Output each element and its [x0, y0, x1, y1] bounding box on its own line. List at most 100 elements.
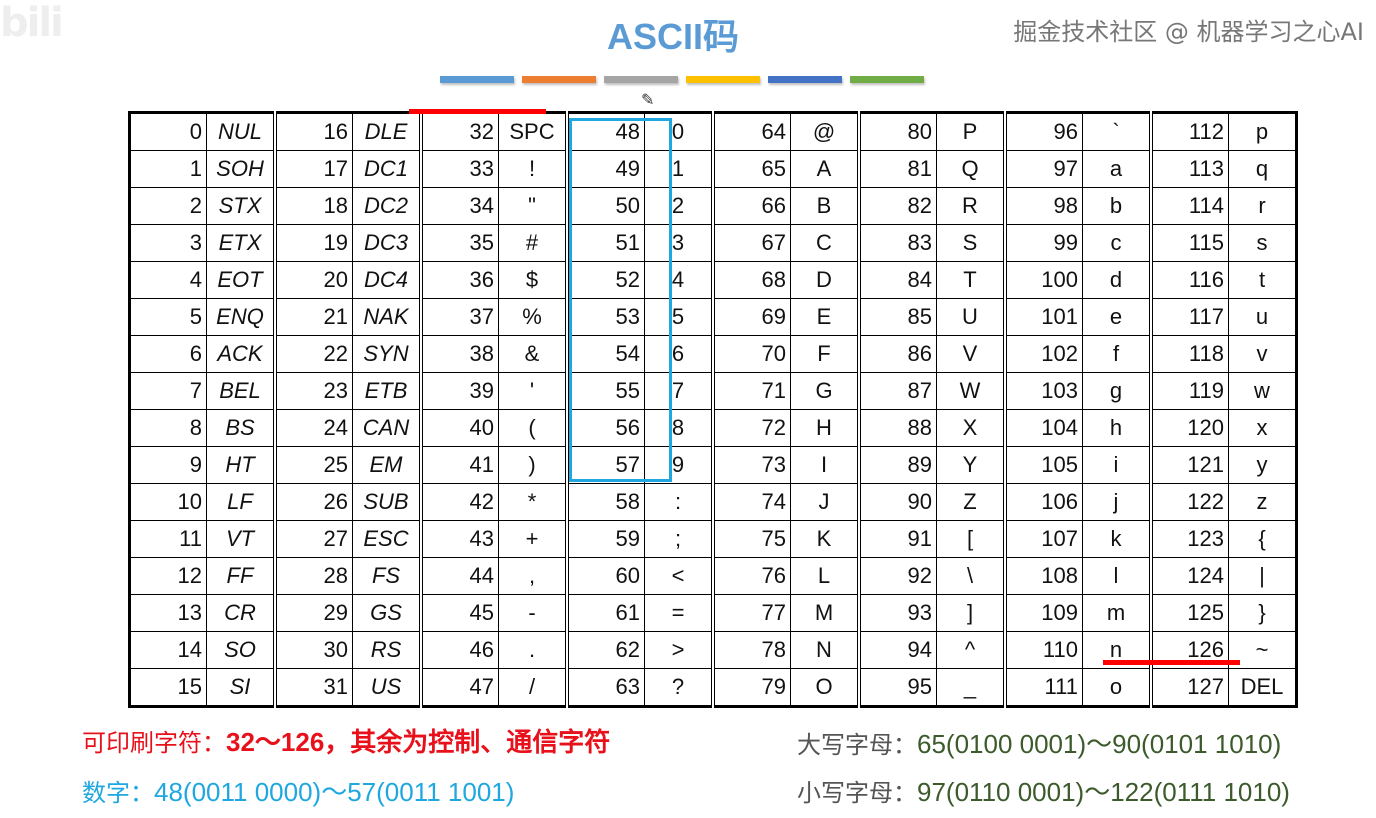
code-cell: 59	[565, 520, 645, 558]
char-cell: 8	[644, 409, 714, 447]
code-cell: 103	[1003, 372, 1083, 410]
char-cell: \	[936, 557, 1006, 595]
char-cell: J	[790, 483, 860, 521]
code-cell: 39	[419, 372, 499, 410]
char-cell: ^	[936, 631, 1006, 669]
lowercase-note: 小写字母：97(0110 0001)～122(0111 1010)	[797, 772, 1290, 809]
color-bar	[522, 76, 596, 83]
char-cell: C	[790, 224, 860, 262]
printable-start-highlight	[409, 109, 546, 114]
char-cell: p	[1228, 112, 1297, 151]
char-cell: s	[1228, 224, 1297, 262]
digits-value: 48(0011 0000)～57(0011 1001)	[154, 777, 515, 807]
code-cell: 105	[1003, 446, 1083, 484]
code-cell: 74	[711, 483, 791, 521]
code-cell: 47	[419, 668, 499, 707]
char-cell: ENQ	[206, 298, 276, 336]
char-cell: Z	[936, 483, 1006, 521]
char-cell: L	[790, 557, 860, 595]
printable-label: 可印刷字符：	[82, 729, 226, 757]
digits-label: 数字：	[82, 779, 154, 807]
code-cell: 84	[857, 261, 937, 299]
char-cell: <	[644, 557, 714, 595]
code-cell: 118	[1149, 335, 1229, 373]
code-cell: 37	[419, 298, 499, 336]
char-cell: g	[1082, 372, 1152, 410]
char-cell: T	[936, 261, 1006, 299]
printable-note: 可印刷字符：32～126，其余为控制、通信字符	[82, 722, 610, 759]
code-cell: 17	[273, 150, 353, 188]
table-row: 10 LF 26 SUB 42 * 58:74 J 90 Z 106 j 122 z	[129, 483, 1297, 521]
code-cell: 124	[1149, 557, 1229, 595]
char-cell: ACK	[206, 335, 276, 373]
code-cell: 70	[711, 335, 791, 373]
char-cell: SYN	[352, 335, 422, 373]
code-cell: 9	[129, 446, 207, 484]
code-cell: 75	[711, 520, 791, 558]
char-cell: DC1	[352, 150, 422, 188]
code-cell: 97	[1003, 150, 1083, 188]
code-cell: 67	[711, 224, 791, 262]
char-cell: -	[498, 594, 568, 632]
color-bars	[440, 76, 924, 83]
char-cell: /	[498, 668, 568, 707]
char-cell: K	[790, 520, 860, 558]
code-cell: 121	[1149, 446, 1229, 484]
table-row: 15 SI 31 US 47/63? 79 O 95 _ 111 o 127 DEL	[129, 668, 1297, 707]
code-cell: 72	[711, 409, 791, 447]
char-cell: E	[790, 298, 860, 336]
code-cell: 91	[857, 520, 937, 558]
char-cell: DEL	[1228, 668, 1297, 707]
char-cell: h	[1082, 409, 1152, 447]
code-cell: 25	[273, 446, 353, 484]
code-cell: 89	[857, 446, 937, 484]
code-cell: 101	[1003, 298, 1083, 336]
char-cell: G	[790, 372, 860, 410]
char-cell: }	[1228, 594, 1297, 632]
char-cell: b	[1082, 187, 1152, 225]
printable-end-highlight	[1103, 660, 1240, 665]
code-cell: 46	[419, 631, 499, 669]
color-bar	[850, 76, 924, 83]
code-cell: 100	[1003, 261, 1083, 299]
code-cell: 107	[1003, 520, 1083, 558]
char-cell: u	[1228, 298, 1297, 336]
char-cell: .	[498, 631, 568, 669]
code-cell: 30	[273, 631, 353, 669]
char-cell: ;	[644, 520, 714, 558]
code-cell: 1	[129, 150, 207, 188]
table-row: 1 SOH 17 DC1 33! 49 1 65 A 81 Q 97 a 113 q	[129, 150, 1297, 188]
code-cell: 44	[419, 557, 499, 595]
code-cell: 93	[857, 594, 937, 632]
code-cell: 23	[273, 372, 353, 410]
code-cell: 4	[129, 261, 207, 299]
code-cell: 79	[711, 668, 791, 707]
code-cell: 64	[711, 112, 791, 151]
code-cell: 78	[711, 631, 791, 669]
code-cell: 109	[1003, 594, 1083, 632]
char-cell: 4	[644, 261, 714, 299]
color-bar	[686, 76, 760, 83]
table-row: 8 BS 24 CAN 40(56 8 72 H 88 X 104 h 120 x	[129, 409, 1297, 447]
table-row: 12 FF 28 FS 44, 60 <76 L 92 \ 108 l 124 |	[129, 557, 1297, 595]
code-cell: 108	[1003, 557, 1083, 595]
code-cell: 42	[419, 483, 499, 521]
code-cell: 96	[1003, 112, 1083, 151]
code-cell: 31	[273, 668, 353, 707]
code-cell: 87	[857, 372, 937, 410]
char-cell: 6	[644, 335, 714, 373]
code-cell: 115	[1149, 224, 1229, 262]
color-bar	[604, 76, 678, 83]
code-cell: 10	[129, 483, 207, 521]
code-cell: 22	[273, 335, 353, 373]
code-cell: 54	[565, 335, 645, 373]
char-cell: e	[1082, 298, 1152, 336]
char-cell: l	[1082, 557, 1152, 595]
code-cell: 63	[565, 668, 645, 707]
char-cell: :	[644, 483, 714, 521]
char-cell: r	[1228, 187, 1297, 225]
code-cell: 35	[419, 224, 499, 262]
char-cell: DLE	[352, 112, 422, 151]
uppercase-note: 大写字母：65(0100 0001)～90(0101 1010)	[797, 724, 1281, 761]
char-cell: %	[498, 298, 568, 336]
